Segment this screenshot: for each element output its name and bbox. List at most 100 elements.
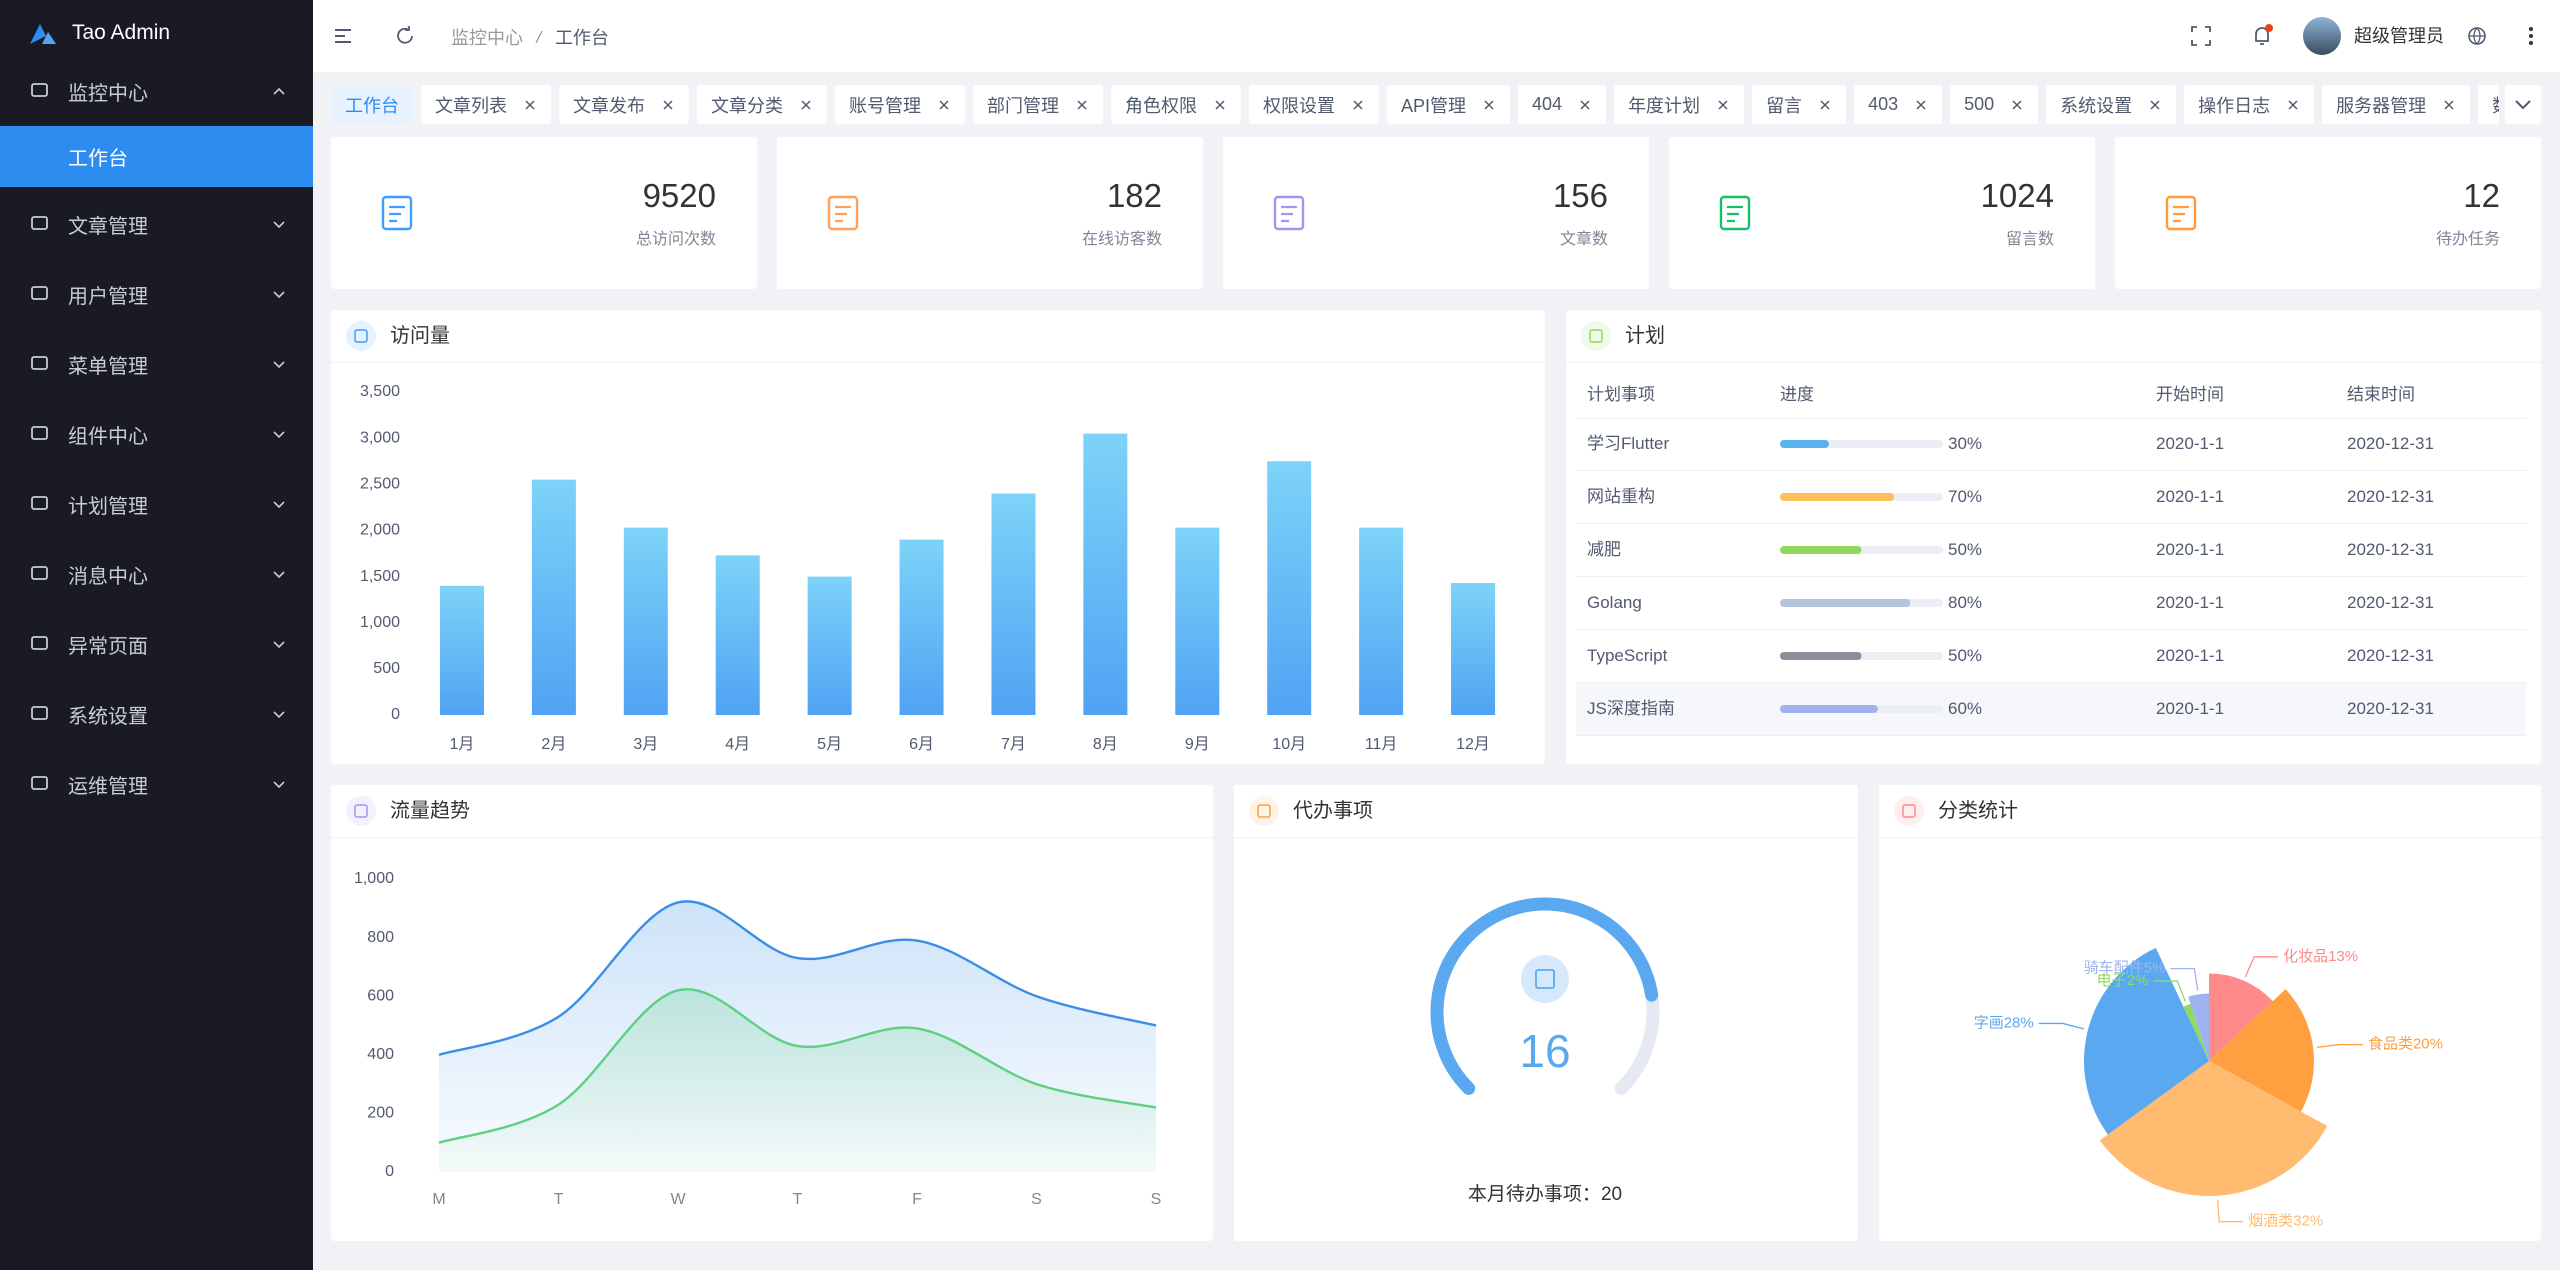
tab-close[interactable]: [1716, 98, 1730, 112]
tab[interactable]: 文章列表: [421, 85, 551, 124]
tab[interactable]: 部门管理: [973, 85, 1103, 124]
menu-item[interactable]: 监控中心: [0, 56, 313, 126]
tab[interactable]: 文章分类: [697, 85, 827, 124]
tabs-more[interactable]: [2505, 85, 2541, 124]
icon-bg: [1581, 321, 1611, 351]
tab-close[interactable]: [2010, 98, 2024, 112]
arrow-shape: [273, 781, 285, 789]
table-row: JS深度指南 60% 2020-1-1 2020-12-31: [1576, 683, 2526, 736]
tab-close[interactable]: [1578, 98, 1592, 112]
tab[interactable]: 系统设置: [2046, 85, 2177, 124]
menu-item[interactable]: 文章管理: [0, 189, 313, 259]
tab[interactable]: 账号管理: [835, 85, 965, 124]
y-tick-label: 3,500: [360, 383, 400, 400]
end-date: 2020-12-31: [2347, 699, 2434, 718]
tab-close[interactable]: [1914, 98, 1928, 112]
menu-icon: [31, 426, 48, 440]
stat-label: 总访问次数: [635, 231, 716, 248]
tab-close[interactable]: [2442, 98, 2456, 112]
tab[interactable]: 404: [1518, 85, 1607, 124]
tab[interactable]: API管理: [1387, 85, 1511, 124]
tab[interactable]: 角色权限: [1111, 85, 1241, 124]
tab-close[interactable]: [937, 98, 951, 112]
tab-close[interactable]: [1818, 98, 1832, 112]
x-tick-label: T: [554, 1191, 564, 1208]
tab-close[interactable]: [2286, 98, 2300, 112]
slice-name: 化妆品: [2283, 948, 2328, 965]
y-tick-label: 400: [367, 1046, 394, 1063]
icon-shape: [31, 216, 48, 230]
icon-shape: [31, 426, 48, 440]
tab-close[interactable]: [2148, 98, 2162, 112]
progress: [1780, 652, 1943, 660]
menu-item[interactable]: 计划管理: [0, 469, 313, 539]
tab[interactable]: 服务器管理: [2322, 85, 2471, 124]
breadcrumb-item[interactable]: 监控中心: [451, 27, 523, 48]
tab[interactable]: 权限设置: [1249, 85, 1379, 124]
breadcrumb: 监控中心 工作台: [451, 0, 609, 73]
menu-item[interactable]: 异常页面: [0, 609, 313, 679]
x-tick-label: 8月: [1093, 736, 1118, 753]
close-shape: [1718, 99, 1728, 110]
menu-item[interactable]: 系统设置: [0, 679, 313, 749]
tab[interactable]: 年度计划: [1614, 85, 1745, 124]
tab[interactable]: 数据库管理: [2478, 85, 2499, 124]
more-button[interactable]: [2517, 22, 2545, 50]
x-tick-label: W: [670, 1191, 686, 1208]
tab-close[interactable]: [799, 98, 813, 112]
tab[interactable]: 500: [1950, 85, 2039, 124]
tab[interactable]: 工作台: [331, 85, 413, 124]
tab-close[interactable]: [661, 98, 675, 112]
tab-close[interactable]: [1351, 98, 1365, 112]
menu-item[interactable]: 组件中心: [0, 399, 313, 469]
end-date: 2020-12-31: [2347, 487, 2434, 506]
refresh-button[interactable]: [391, 22, 419, 50]
stat-icon: [827, 195, 859, 231]
fullscreen-button[interactable]: [2187, 22, 2215, 50]
icon-shape: [1719, 195, 1751, 231]
notification-button[interactable]: [2248, 22, 2276, 50]
user-name[interactable]: 超级管理员: [2354, 26, 2444, 46]
menu-item[interactable]: 消息中心: [0, 539, 313, 609]
language-button[interactable]: [2463, 22, 2491, 50]
close-shape: [1077, 99, 1087, 110]
bar: [1267, 461, 1312, 715]
menu-icon: [31, 566, 48, 580]
label-line: [2170, 968, 2199, 991]
table-header-cell: 计划事项: [1587, 385, 1655, 404]
menu-item[interactable]: 用户管理: [0, 259, 313, 329]
progress-label: 50%: [1948, 540, 1983, 559]
table-row: TypeScript 50% 2020-1-1 2020-12-31: [1576, 630, 2526, 683]
tab-label: 文章发布: [573, 95, 645, 116]
chevron-icon: [2515, 100, 2531, 110]
stat-value: 12: [2463, 177, 2500, 214]
icon-shape: [1273, 195, 1305, 231]
tab[interactable]: 文章发布: [559, 85, 689, 124]
submenu-item[interactable]: 工作台: [0, 126, 313, 187]
tab-close[interactable]: [523, 98, 537, 112]
tab-close[interactable]: [1213, 98, 1227, 112]
bar: [1083, 433, 1128, 715]
arrow-shape: [273, 87, 285, 95]
x-tick-label: F: [912, 1191, 922, 1208]
menu-item[interactable]: 运维管理: [0, 749, 313, 819]
menu-toggle[interactable]: [329, 22, 357, 50]
tab[interactable]: 操作日志: [2184, 85, 2315, 124]
tab[interactable]: 留言: [1752, 85, 1847, 124]
table-row: 减肥 50% 2020-1-1 2020-12-31: [1576, 524, 2526, 577]
tab-label: 500: [1964, 94, 1995, 114]
slice-value: 28%: [2004, 1014, 2034, 1031]
avatar[interactable]: [2303, 17, 2341, 55]
start-date: 2020-1-1: [2156, 487, 2225, 506]
tab-label: 权限设置: [1263, 95, 1335, 116]
tab-close[interactable]: [1075, 98, 1089, 112]
x-tick-label: S: [1151, 1191, 1162, 1208]
close-shape: [2012, 99, 2022, 110]
tab[interactable]: 403: [1854, 85, 1943, 124]
plan-card: 计划 计划事项 进度 开始时间 结束时间 学习Flutter 30% 2020-1-1 2020…: [1566, 310, 2541, 764]
tab-close[interactable]: [1482, 98, 1496, 112]
menu-item[interactable]: 菜单管理: [0, 329, 313, 399]
menu-label: 组件中心: [68, 425, 148, 448]
